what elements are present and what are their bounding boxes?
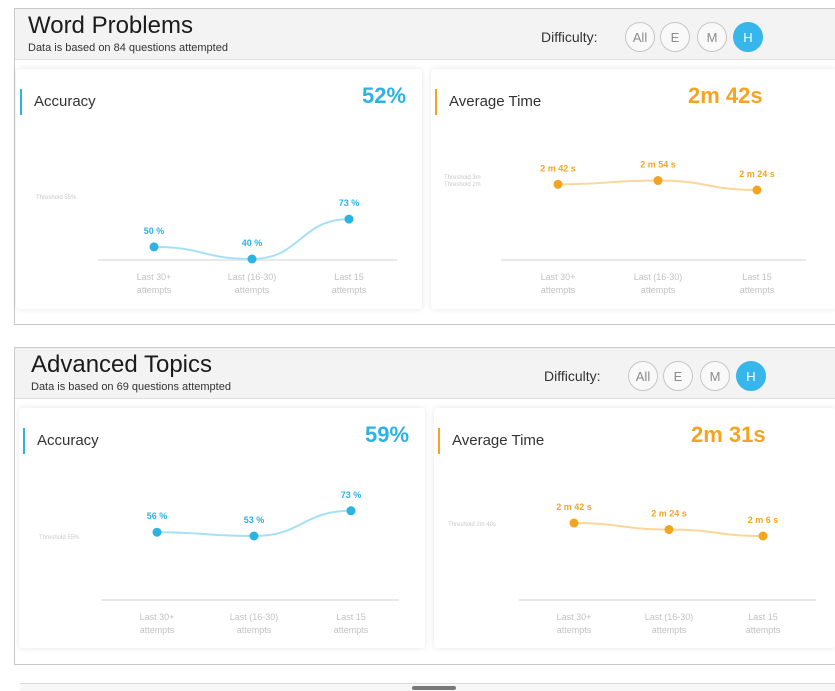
data-label: 53 % bbox=[244, 515, 265, 525]
data-point bbox=[758, 531, 768, 541]
accuracy-label: Accuracy bbox=[37, 432, 99, 449]
average-time-card: Average Time 2m 42s Threshold 3m Threshol… bbox=[431, 69, 835, 309]
x-tick-label: Last (16-30) bbox=[645, 612, 694, 622]
x-tick-label: attempts bbox=[235, 285, 270, 295]
data-point bbox=[553, 179, 563, 189]
data-label: 2 m 54 s bbox=[640, 160, 676, 170]
accuracy-accent-bar bbox=[20, 89, 22, 115]
x-tick-label: attempts bbox=[332, 285, 367, 295]
threshold-label: Threshold 55% bbox=[36, 195, 77, 201]
data-label: 2 m 6 s bbox=[748, 515, 779, 525]
difficulty-label: Difficulty: bbox=[541, 29, 598, 45]
x-tick-label: Last 15 bbox=[334, 272, 364, 282]
average-time-label: Average Time bbox=[449, 93, 542, 110]
x-tick-label: attempts bbox=[137, 285, 172, 295]
difficulty-medium-button[interactable]: M bbox=[697, 22, 727, 52]
data-point bbox=[653, 176, 663, 186]
difficulty-easy-button[interactable]: E bbox=[663, 361, 693, 391]
difficulty-label: Difficulty: bbox=[544, 368, 601, 384]
average-time-card: Average Time 2m 31s Threshold 2m 40s 2 m … bbox=[434, 408, 835, 648]
panel-title: Advanced Topics bbox=[31, 351, 213, 378]
threshold-label: Threshold 2m 40s bbox=[448, 522, 496, 528]
data-label: 2 m 24 s bbox=[651, 509, 687, 519]
data-label: 56 % bbox=[147, 511, 168, 521]
data-point bbox=[249, 531, 259, 541]
data-label: 73 % bbox=[341, 490, 362, 500]
threshold-label: Threshold 3m bbox=[444, 175, 481, 181]
data-point bbox=[149, 242, 159, 252]
x-tick-label: attempts bbox=[557, 625, 592, 635]
x-tick-label: Last 15 bbox=[336, 612, 366, 622]
panel-header: Word Problems Data is based on 84 questi… bbox=[15, 9, 835, 60]
average-time-chart: Threshold 2m 40s 2 m 42 s 2 m 24 s 2 m 6 s L… bbox=[448, 502, 816, 635]
accuracy-chart: Threshold 55% 50 % 40 % 73 % Last 30+ attempt… bbox=[36, 195, 397, 295]
data-point bbox=[664, 525, 674, 535]
x-tick-label: Last (16-30) bbox=[230, 612, 279, 622]
panel-header: Advanced Topics Data is based on 69 ques… bbox=[15, 348, 835, 399]
difficulty-hard-button[interactable]: H bbox=[733, 22, 763, 52]
accuracy-accent-bar bbox=[23, 428, 25, 454]
x-tick-label: attempts bbox=[237, 625, 272, 635]
x-tick-label: attempts bbox=[641, 285, 676, 295]
x-tick-label: Last 30+ bbox=[541, 272, 576, 282]
difficulty-medium-button[interactable]: M bbox=[700, 361, 730, 391]
x-tick-label: attempts bbox=[740, 285, 775, 295]
difficulty-all-button[interactable]: All bbox=[625, 22, 655, 52]
threshold-label: Threshold 2m bbox=[444, 182, 481, 188]
x-tick-label: Last 30+ bbox=[137, 272, 172, 282]
data-label: 2 m 42 s bbox=[540, 163, 576, 173]
panel-subtitle: Data is based on 84 questions attempted bbox=[28, 42, 228, 54]
x-tick-label: Last 30+ bbox=[557, 612, 592, 622]
data-point bbox=[752, 185, 762, 195]
data-point bbox=[247, 254, 257, 264]
data-point bbox=[344, 214, 354, 224]
panel-advanced-topics: Advanced Topics Data is based on 69 ques… bbox=[14, 347, 835, 665]
accuracy-label: Accuracy bbox=[34, 93, 96, 110]
panel-word-problems: Word Problems Data is based on 84 questi… bbox=[14, 8, 835, 325]
accuracy-card: Accuracy 52% Threshold 55% 50 % 40 % 73 % La… bbox=[16, 69, 422, 309]
x-tick-label: attempts bbox=[746, 625, 781, 635]
x-tick-label: Last 15 bbox=[742, 272, 772, 282]
x-tick-label: attempts bbox=[541, 285, 576, 295]
accuracy-value: 59% bbox=[365, 422, 410, 447]
x-tick-label: Last (16-30) bbox=[634, 272, 683, 282]
data-point bbox=[569, 518, 579, 528]
data-label: 73 % bbox=[339, 198, 360, 208]
x-tick-label: Last 15 bbox=[748, 612, 778, 622]
average-time-label: Average Time bbox=[452, 432, 545, 449]
time-accent-bar bbox=[435, 89, 437, 115]
accuracy-chart: Threshold 55% 56 % 53 % 73 % Last 30+ attempt… bbox=[39, 490, 399, 635]
panel-subtitle: Data is based on 69 questions attempted bbox=[31, 381, 231, 393]
x-tick-label: attempts bbox=[334, 625, 369, 635]
panel-title: Word Problems bbox=[28, 12, 193, 39]
scroll-handle[interactable] bbox=[412, 686, 456, 690]
difficulty-easy-button[interactable]: E bbox=[660, 22, 690, 52]
x-tick-label: Last (16-30) bbox=[228, 272, 277, 282]
threshold-label: Threshold 55% bbox=[39, 535, 80, 541]
data-label: 50 % bbox=[144, 226, 165, 236]
x-tick-label: attempts bbox=[652, 625, 687, 635]
data-label: 2 m 42 s bbox=[556, 502, 592, 512]
difficulty-hard-button[interactable]: H bbox=[736, 361, 766, 391]
x-tick-label: attempts bbox=[140, 625, 175, 635]
accuracy-value: 52% bbox=[362, 83, 407, 108]
time-accent-bar bbox=[438, 428, 440, 454]
data-label: 40 % bbox=[242, 238, 263, 248]
average-time-value: 2m 42s bbox=[688, 83, 763, 108]
accuracy-card: Accuracy 59% Threshold 55% 56 % 53 % 73 % La… bbox=[19, 408, 425, 648]
average-time-value: 2m 31s bbox=[691, 422, 766, 447]
x-tick-label: Last 30+ bbox=[140, 612, 175, 622]
data-point bbox=[346, 506, 356, 516]
data-label: 2 m 24 s bbox=[739, 169, 775, 179]
data-point bbox=[152, 527, 162, 537]
difficulty-all-button[interactable]: All bbox=[628, 361, 658, 391]
